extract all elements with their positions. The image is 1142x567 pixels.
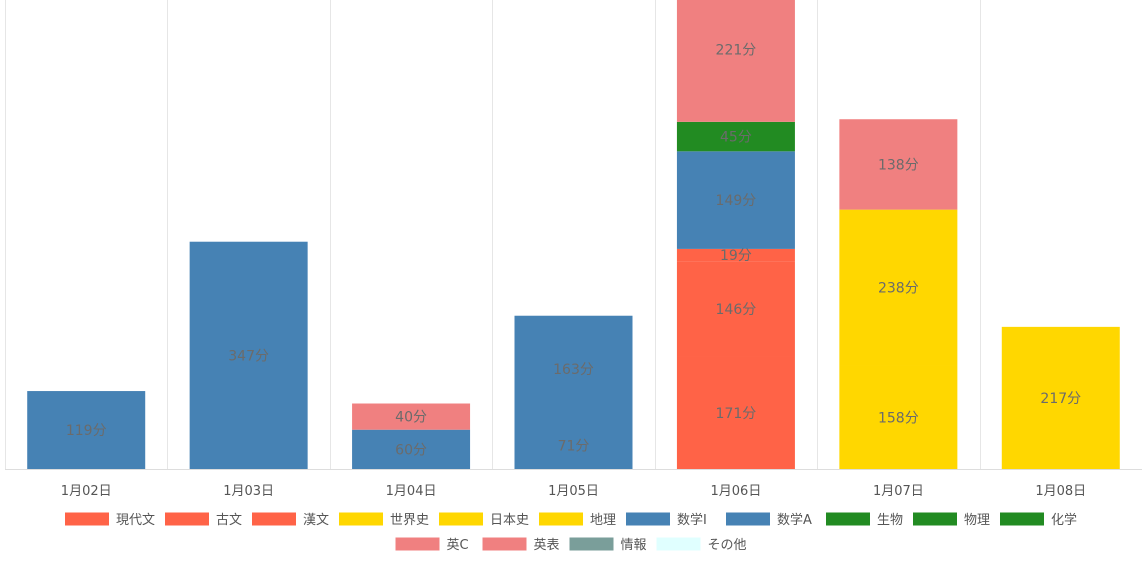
bar-segment — [27, 391, 146, 469]
legend-label: 生物 — [877, 513, 903, 528]
legend-label: 地理 — [590, 513, 616, 528]
data-label: 217分 — [1040, 391, 1081, 407]
data-label: 138分 — [878, 157, 919, 173]
legend-swatch — [339, 512, 383, 526]
legend-swatch — [726, 512, 770, 526]
legend-label: 古文 — [216, 513, 242, 528]
data-label: 238分 — [878, 281, 919, 297]
bar-segment — [1001, 326, 1120, 469]
legend-label: 英C — [447, 538, 469, 553]
data-label: 60分 — [395, 442, 427, 458]
bars — [27, 0, 1120, 469]
bar-segment — [839, 119, 958, 210]
legend-swatch — [1000, 512, 1044, 526]
legend-label: 情報 — [621, 538, 647, 553]
x-tick-label: 1月05日 — [548, 484, 599, 499]
legend-label: その他 — [708, 538, 747, 553]
legend-swatch — [826, 512, 870, 526]
bar-segment — [676, 151, 795, 249]
data-label: 119分 — [66, 423, 107, 439]
data-label: 149分 — [716, 193, 757, 209]
data-label: 158分 — [878, 410, 919, 426]
bar-segment — [839, 365, 958, 469]
legend-label: 数学Ⅰ — [677, 512, 707, 528]
legend-label: 化学 — [1051, 512, 1077, 528]
bar-segment — [514, 315, 633, 423]
bar-segment — [676, 356, 795, 469]
data-label: 146分 — [716, 302, 757, 318]
legend-swatch — [252, 512, 296, 526]
legend-swatch — [439, 512, 483, 526]
bar-segment — [676, 248, 795, 262]
data-label: 40分 — [395, 410, 427, 426]
data-label: 45分 — [720, 130, 752, 146]
legend-swatch — [539, 512, 583, 526]
legend-swatch — [569, 537, 614, 551]
bar-segment — [352, 403, 471, 430]
legend-swatch — [913, 512, 957, 526]
legend-swatch — [65, 512, 109, 526]
bar-segment — [839, 209, 958, 366]
bar-segment — [514, 422, 633, 469]
x-tick-label: 1月02日 — [61, 484, 112, 499]
bar-segment — [676, 121, 795, 152]
x-tick-label: 1月03日 — [223, 484, 274, 499]
x-tick-label: 1月08日 — [1035, 484, 1086, 499]
legend-swatch — [482, 537, 527, 551]
x-tick-label: 1月06日 — [711, 484, 762, 499]
x-tick-label: 1月04日 — [386, 484, 437, 499]
legend-swatch — [395, 537, 440, 551]
bar-segment — [676, 261, 795, 357]
data-label: 163分 — [553, 362, 594, 378]
legend-label: 日本史 — [490, 513, 529, 528]
legend-label: 漢文 — [303, 513, 329, 528]
bar-segment — [189, 241, 308, 469]
legend-swatch — [656, 537, 701, 551]
data-label: 71分 — [558, 439, 590, 455]
legend-label: 英表 — [534, 538, 560, 553]
data-label: 171分 — [716, 406, 757, 422]
bar-segment — [676, 0, 795, 122]
legend-swatch — [626, 512, 670, 526]
bar-segment — [352, 429, 471, 469]
segment-labels: 119分 347分 60分 40分 71分 163分 171分 146分 19分 149分 45分 2… — [66, 42, 1081, 458]
data-label: 347分 — [228, 348, 269, 364]
data-label: 19分 — [720, 248, 752, 264]
x-tick-label: 1月07日 — [873, 484, 924, 499]
legend-swatch — [165, 512, 209, 526]
legend-label: 現代文 — [116, 513, 155, 528]
x-axis-ticks: 1月02日 1月03日 1月04日 1月05日 1月06日 1月07日 1月08日 — [61, 484, 1086, 499]
legend-label: 物理 — [964, 513, 990, 528]
data-label: 221分 — [716, 42, 757, 58]
legend-label: 世界史 — [390, 513, 429, 528]
grid-lines — [5, 0, 981, 469]
legend-label: 数学A — [777, 512, 812, 528]
